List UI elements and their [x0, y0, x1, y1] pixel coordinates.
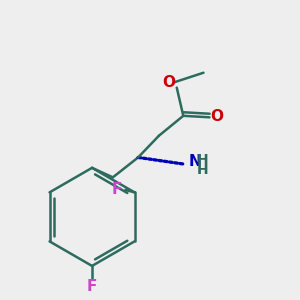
Text: O: O [163, 75, 176, 90]
Text: F: F [112, 182, 122, 197]
Text: F: F [87, 279, 97, 294]
Text: H: H [197, 153, 208, 167]
Text: N: N [189, 154, 201, 169]
Text: H: H [196, 163, 208, 177]
Text: O: O [211, 109, 224, 124]
